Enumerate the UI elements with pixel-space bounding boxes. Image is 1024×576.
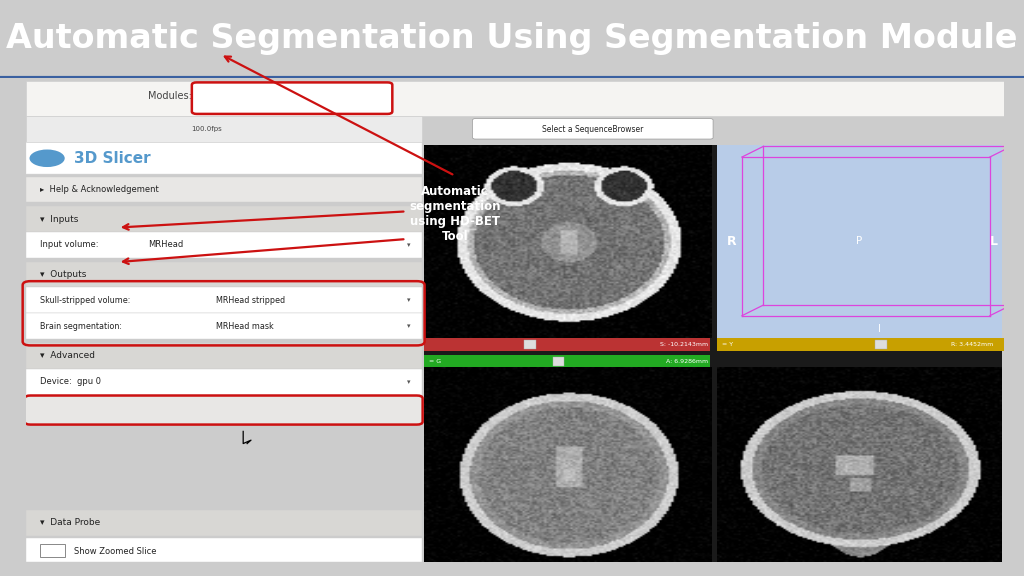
Circle shape xyxy=(975,94,992,103)
Text: MRHead: MRHead xyxy=(147,240,183,249)
Text: ▾  Outputs: ▾ Outputs xyxy=(40,270,87,279)
Bar xyxy=(26,369,422,395)
Text: ▾  Inputs: ▾ Inputs xyxy=(40,215,79,223)
Text: ▾: ▾ xyxy=(407,242,411,248)
FancyBboxPatch shape xyxy=(191,82,392,114)
Bar xyxy=(40,544,65,556)
Circle shape xyxy=(943,94,961,103)
FancyBboxPatch shape xyxy=(472,119,713,139)
Bar xyxy=(26,510,422,536)
Bar xyxy=(26,206,422,232)
Bar xyxy=(718,368,1001,563)
Bar xyxy=(424,355,711,368)
Circle shape xyxy=(748,94,765,103)
Bar xyxy=(424,368,711,563)
Bar xyxy=(524,340,536,349)
Bar xyxy=(424,145,711,338)
Circle shape xyxy=(487,94,505,103)
Text: ▾  Data Probe: ▾ Data Probe xyxy=(40,518,100,527)
Bar xyxy=(62,120,84,139)
Text: 3D Slicer: 3D Slicer xyxy=(75,151,152,166)
Bar xyxy=(92,89,114,108)
Bar xyxy=(37,89,58,108)
Bar xyxy=(424,338,711,351)
Bar xyxy=(26,538,422,563)
Circle shape xyxy=(585,94,603,103)
Bar xyxy=(718,145,1001,338)
Circle shape xyxy=(715,94,733,103)
Text: Device:  gpu 0: Device: gpu 0 xyxy=(40,377,101,386)
Text: = G: = G xyxy=(429,359,441,364)
Circle shape xyxy=(910,94,928,103)
Text: I: I xyxy=(878,324,881,334)
Text: R: R xyxy=(727,235,737,248)
Circle shape xyxy=(650,94,668,103)
Text: ▾  Advanced: ▾ Advanced xyxy=(40,351,95,361)
FancyBboxPatch shape xyxy=(25,396,423,425)
Text: 100.0fps: 100.0fps xyxy=(191,126,222,132)
Bar xyxy=(119,120,140,139)
Bar xyxy=(26,116,422,142)
Bar xyxy=(26,81,1004,116)
Circle shape xyxy=(30,150,65,167)
Circle shape xyxy=(878,94,895,103)
Bar xyxy=(553,357,564,366)
Circle shape xyxy=(780,94,798,103)
Bar xyxy=(26,313,422,339)
Text: Modules:: Modules: xyxy=(147,92,191,101)
Text: ▸  Help & Acknowledgement: ▸ Help & Acknowledgement xyxy=(40,185,159,194)
Circle shape xyxy=(423,94,440,103)
Circle shape xyxy=(683,94,700,103)
Text: Show Zoomed Slice: Show Zoomed Slice xyxy=(75,547,157,556)
Text: Skull-stripped volume:: Skull-stripped volume: xyxy=(40,296,131,305)
Text: ▾: ▾ xyxy=(407,378,411,385)
Circle shape xyxy=(520,94,538,103)
FancyBboxPatch shape xyxy=(175,119,238,139)
Text: ▾: ▾ xyxy=(407,297,411,304)
Text: Select a SequenceBrowser: Select a SequenceBrowser xyxy=(542,124,643,134)
Circle shape xyxy=(845,94,863,103)
Text: A: 6.9286mm: A: 6.9286mm xyxy=(666,359,708,364)
Circle shape xyxy=(813,94,830,103)
Circle shape xyxy=(455,94,473,103)
Bar xyxy=(145,120,167,139)
Text: R: 3.4452mm: R: 3.4452mm xyxy=(951,342,993,347)
Bar xyxy=(36,120,57,139)
Text: Apply: Apply xyxy=(210,405,238,415)
Text: Automatic
segmentation
using HD-BET
Tool: Automatic segmentation using HD-BET Tool xyxy=(410,185,501,243)
Text: MRHead mask: MRHead mask xyxy=(216,321,274,331)
Circle shape xyxy=(553,94,570,103)
Bar xyxy=(90,120,112,139)
Bar xyxy=(26,176,422,202)
Text: L: L xyxy=(990,235,997,248)
Text: HD Brain Extraction Tool: HD Brain Extraction Tool xyxy=(217,92,319,101)
Circle shape xyxy=(617,94,635,103)
Text: = Y: = Y xyxy=(722,342,733,347)
Text: ▾: ▾ xyxy=(407,323,411,329)
Bar xyxy=(718,338,1004,351)
Text: Automatic Segmentation Using Segmentation Module: Automatic Segmentation Using Segmentatio… xyxy=(6,22,1018,55)
Text: MRHead stripped: MRHead stripped xyxy=(216,296,286,305)
Bar xyxy=(65,89,86,108)
Bar xyxy=(26,142,422,174)
Text: S: -10.2143mm: S: -10.2143mm xyxy=(659,342,708,347)
Text: B: MRHead: B: MRHead xyxy=(428,327,467,333)
Text: P: P xyxy=(856,236,862,247)
Bar xyxy=(874,340,887,349)
Bar xyxy=(26,343,422,369)
Bar xyxy=(26,262,422,287)
Text: Brain segmentation:: Brain segmentation: xyxy=(40,321,122,331)
Bar xyxy=(26,232,422,258)
Bar xyxy=(424,145,1001,563)
Text: Input volume:: Input volume: xyxy=(40,240,98,249)
Bar xyxy=(26,287,422,313)
